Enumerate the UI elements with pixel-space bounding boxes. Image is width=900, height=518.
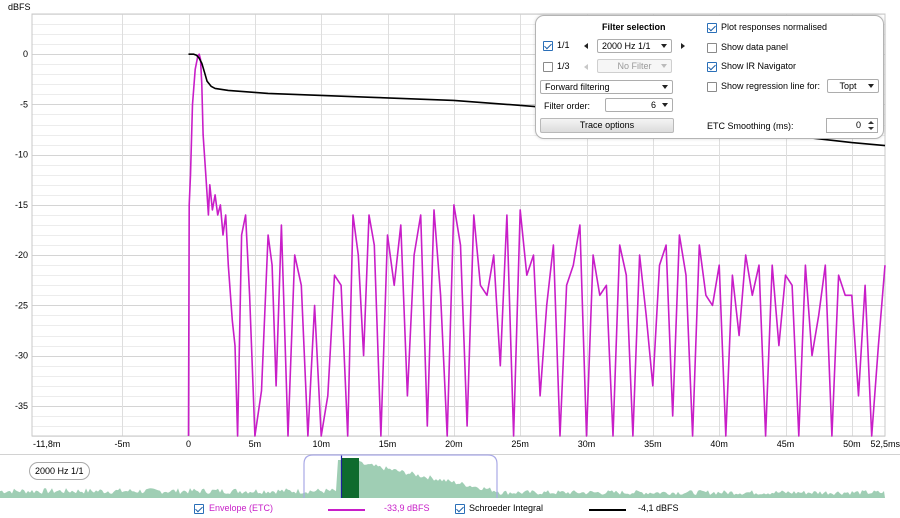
x-tick-label: 15m bbox=[379, 439, 397, 449]
x-tick-label: 35m bbox=[644, 439, 662, 449]
navigator-envelope-fill bbox=[0, 460, 885, 498]
y-tick-label: -35 bbox=[15, 401, 28, 411]
x-tick-label: 25m bbox=[511, 439, 529, 449]
etc-plot[interactable]: dBFS 0 -5 -10 -15 -20 -25 -30 -35 -11,8m -5m 0 5m 1… bbox=[0, 0, 900, 455]
third-prev-arrow-icon[interactable] bbox=[584, 64, 588, 70]
third-octave-filter-label: 1/3 bbox=[557, 61, 570, 71]
x-tick-label: 52,5ms bbox=[870, 439, 900, 449]
regression-parameter-value: Topt bbox=[839, 81, 857, 91]
etc-smoothing-input[interactable]: 0 bbox=[826, 118, 878, 133]
envelope-etc-line bbox=[187, 53, 886, 437]
grid-lines bbox=[32, 14, 885, 437]
chevron-down-icon bbox=[661, 44, 667, 48]
chevron-down-icon bbox=[662, 103, 668, 107]
regression-line-label: Show regression line for: bbox=[721, 81, 821, 91]
etc-smoothing-value: 0 bbox=[855, 120, 861, 130]
filtering-mode-value: Forward filtering bbox=[545, 82, 610, 92]
octave-filter-value: 2000 Hz 1/1 bbox=[602, 41, 651, 51]
schroeder-legend-label: Schroeder Integral bbox=[469, 503, 544, 513]
y-tick-label: -30 bbox=[15, 351, 28, 361]
x-tick-label: 0 bbox=[186, 439, 191, 449]
trace-legend: Envelope (ETC) -33,9 dBFS Schroeder Inte… bbox=[0, 500, 900, 518]
y-tick-label: 0 bbox=[23, 49, 28, 59]
navigator-visible-range-frame[interactable] bbox=[303, 454, 498, 498]
x-tick-label: 5m bbox=[249, 439, 262, 449]
y-axis-unit-label: dBFS bbox=[8, 2, 31, 12]
x-tick-label: 50m bbox=[843, 439, 861, 449]
regression-line-checkbox[interactable] bbox=[707, 82, 717, 92]
x-tick-label: 20m bbox=[445, 439, 463, 449]
envelope-legend-value: -33,9 dBFS bbox=[384, 503, 430, 513]
y-tick-label: -15 bbox=[15, 200, 28, 210]
show-ir-navigator-checkbox[interactable] bbox=[707, 62, 717, 72]
y-tick-label: -5 bbox=[20, 99, 28, 109]
x-tick-labels: -11,8m -5m 0 5m 10m 15m 20m 25m 30m 35m 40m 45m 50m 5… bbox=[33, 439, 900, 449]
filtering-mode-select[interactable]: Forward filtering bbox=[540, 80, 673, 94]
filter-options-panel: Filter selection 1/1 2000 Hz 1/1 1/3 No … bbox=[535, 15, 884, 139]
chevron-down-icon bbox=[868, 84, 874, 88]
plot-normalised-checkbox[interactable] bbox=[707, 23, 717, 33]
envelope-legend-label: Envelope (ETC) bbox=[209, 503, 274, 513]
filter-order-value: 6 bbox=[650, 100, 656, 110]
trace-options-button[interactable]: Trace options bbox=[540, 118, 674, 133]
x-tick-label: 40m bbox=[710, 439, 728, 449]
schroeder-legend-swatch bbox=[589, 509, 626, 511]
plot-normalised-label: Plot responses normalised bbox=[721, 22, 828, 32]
show-data-panel-checkbox[interactable] bbox=[707, 43, 717, 53]
x-tick-label: 10m bbox=[312, 439, 330, 449]
x-tick-label: -5m bbox=[114, 439, 130, 449]
x-tick-label: 30m bbox=[578, 439, 596, 449]
octave-next-arrow-icon[interactable] bbox=[681, 43, 685, 49]
x-tick-label: -11,8m bbox=[33, 439, 60, 449]
show-ir-navigator-label: Show IR Navigator bbox=[721, 61, 797, 71]
schroeder-legend-checkbox[interactable] bbox=[455, 504, 465, 514]
chevron-down-icon bbox=[662, 85, 668, 89]
third-octave-filter-select[interactable]: No Filter bbox=[597, 59, 672, 73]
third-octave-filter-value: No Filter bbox=[617, 61, 652, 71]
y-tick-label: -25 bbox=[15, 300, 28, 310]
chevron-down-icon bbox=[661, 64, 667, 68]
filter-selection-heading: Filter selection bbox=[602, 22, 666, 32]
filter-order-label: Filter order: bbox=[544, 101, 591, 111]
navigator-window-highlight[interactable] bbox=[341, 458, 359, 498]
navigator-filter-label: 2000 Hz 1/1 bbox=[29, 462, 90, 480]
schroeder-legend-value: -4,1 dBFS bbox=[638, 503, 679, 513]
y-tick-label: -10 bbox=[15, 150, 28, 160]
octave-filter-checkbox[interactable] bbox=[543, 41, 553, 51]
envelope-legend-swatch bbox=[328, 509, 365, 511]
y-tick-labels: 0 -5 -10 -15 -20 -25 -30 -35 bbox=[15, 49, 28, 411]
octave-prev-arrow-icon[interactable] bbox=[584, 43, 588, 49]
y-tick-label: -20 bbox=[15, 250, 28, 260]
spin-down-icon[interactable] bbox=[868, 127, 874, 130]
filter-order-select[interactable]: 6 bbox=[605, 98, 673, 112]
spin-up-icon[interactable] bbox=[868, 121, 874, 124]
regression-parameter-select[interactable]: Topt bbox=[827, 79, 879, 93]
show-data-panel-label: Show data panel bbox=[721, 42, 789, 52]
envelope-legend-checkbox[interactable] bbox=[194, 504, 204, 514]
third-octave-filter-checkbox[interactable] bbox=[543, 62, 553, 72]
plot-frame bbox=[31, 13, 886, 437]
etc-smoothing-label: ETC Smoothing (ms): bbox=[707, 121, 794, 131]
x-tick-label: 45m bbox=[777, 439, 795, 449]
octave-filter-select[interactable]: 2000 Hz 1/1 bbox=[597, 39, 672, 53]
octave-filter-label: 1/1 bbox=[557, 40, 570, 50]
